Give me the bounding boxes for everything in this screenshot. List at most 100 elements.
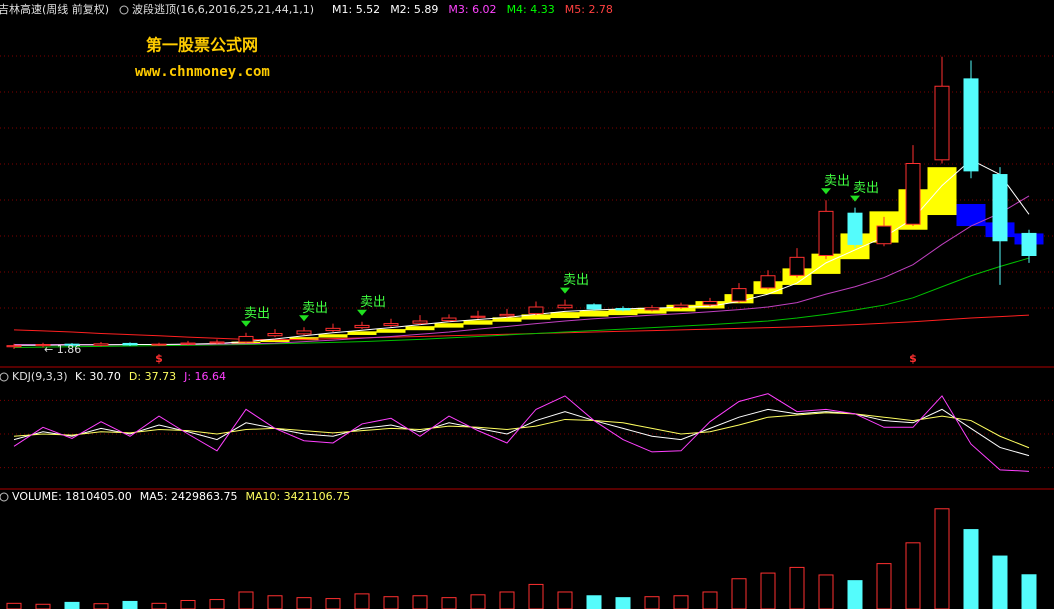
marker: $ [909, 352, 917, 365]
candle-body [441, 317, 457, 322]
band-step [260, 339, 290, 342]
sell-arrow [241, 320, 251, 327]
series-line [13, 257, 1030, 348]
volume-bar [847, 580, 863, 609]
volume-bar [296, 597, 312, 609]
band-step [289, 337, 319, 341]
kdj-icon [0, 372, 9, 382]
candle-body [934, 85, 950, 161]
candle-body [180, 342, 196, 345]
volume-bar [151, 602, 167, 609]
band-step [521, 314, 551, 320]
volume-bar [354, 593, 370, 609]
sell-arrow [357, 309, 367, 316]
volume-bar [267, 595, 283, 609]
sell-signal: 卖出 [824, 174, 850, 189]
candle-body [1021, 232, 1037, 256]
sell-signal: 卖出 [563, 273, 589, 288]
volume-bar [673, 595, 689, 609]
ma-label: M2: 5.89 [390, 3, 438, 16]
band-step [405, 326, 435, 331]
volume-legend: MA5: 2429863.75 [140, 490, 238, 503]
candle-body [586, 304, 602, 310]
volume-bar [64, 601, 80, 609]
band-step [550, 312, 580, 319]
band-step [579, 310, 609, 317]
volume-bar [441, 597, 457, 609]
header: 吉林高速(周线 前复权) 波段逃顶(16,6,2016,25,21,44,1,1… [0, 2, 314, 502]
band-step [608, 309, 638, 316]
candle-body [905, 163, 921, 225]
sell-arrow [821, 188, 831, 195]
candle-body [847, 212, 863, 245]
candle-body [789, 256, 805, 276]
kdj-legend: D: 37.73 [129, 370, 176, 383]
candle-body [93, 343, 109, 346]
candle-body [412, 320, 428, 324]
volume-bar [383, 596, 399, 609]
volume-bar [615, 597, 631, 609]
candle-body [64, 343, 80, 346]
band-step [376, 329, 406, 333]
ma-label: M3: 6.02 [448, 3, 496, 16]
indicator-icon [119, 5, 129, 15]
volume-bar [731, 578, 747, 609]
candle-body [470, 315, 486, 318]
marker: $ [155, 352, 163, 365]
sell-signal: 卖出 [360, 295, 386, 310]
candle-body [528, 306, 544, 315]
volume-bar [905, 542, 921, 609]
candle-body [731, 288, 747, 302]
low-price-label: ← 1.86 [44, 343, 81, 356]
volume-bar [644, 596, 660, 609]
candle-body [296, 330, 312, 335]
volume-bar [528, 583, 544, 609]
band-step [956, 203, 986, 227]
series-line [13, 393, 1030, 472]
volume-bar [557, 591, 573, 609]
band-step [318, 334, 348, 338]
volume-bar [325, 598, 341, 609]
volume-bar [499, 591, 515, 609]
band-step [927, 167, 957, 216]
watermark-url: www.chnmoney.com [135, 64, 270, 80]
volume-bar [6, 602, 22, 609]
ma-label: M4: 4.33 [507, 3, 555, 16]
volume-bar [470, 594, 486, 609]
candle-body [992, 174, 1008, 242]
candle-body [354, 324, 370, 329]
sell-arrow [560, 287, 570, 294]
kdj-legend: J: 16.64 [183, 370, 226, 383]
volume-bar [760, 572, 776, 609]
volume-icon [0, 492, 9, 502]
candle-body [209, 341, 225, 344]
kdj-title: KDJ(9,3,3) [12, 370, 68, 383]
candle-body [499, 313, 515, 317]
volume-bar [238, 591, 254, 609]
sell-signal: 卖出 [302, 301, 328, 316]
watermark-name: 第一股票公式网 [146, 36, 258, 55]
sell-arrow [299, 315, 309, 322]
band-step [347, 331, 377, 335]
candle-body [383, 323, 399, 326]
volume-bar [789, 566, 805, 609]
candle-body [760, 275, 776, 289]
candle-body [267, 333, 283, 337]
candle-body [122, 342, 138, 346]
candle-body [818, 210, 834, 256]
band-step [811, 253, 841, 274]
sell-arrow [850, 195, 860, 202]
candle-body [702, 300, 718, 306]
candle-body [615, 307, 631, 311]
indicator-name: 波段逃顶(16,6,2016,25,21,44,1,1) [132, 2, 314, 16]
band-step [492, 317, 522, 322]
volume-bar [992, 555, 1008, 609]
stock-title: 吉林高速(周线 前复权) [0, 2, 109, 16]
band-step [463, 320, 493, 325]
candle-body [673, 304, 689, 308]
volume-bar [93, 603, 109, 609]
candle-body [35, 344, 51, 347]
